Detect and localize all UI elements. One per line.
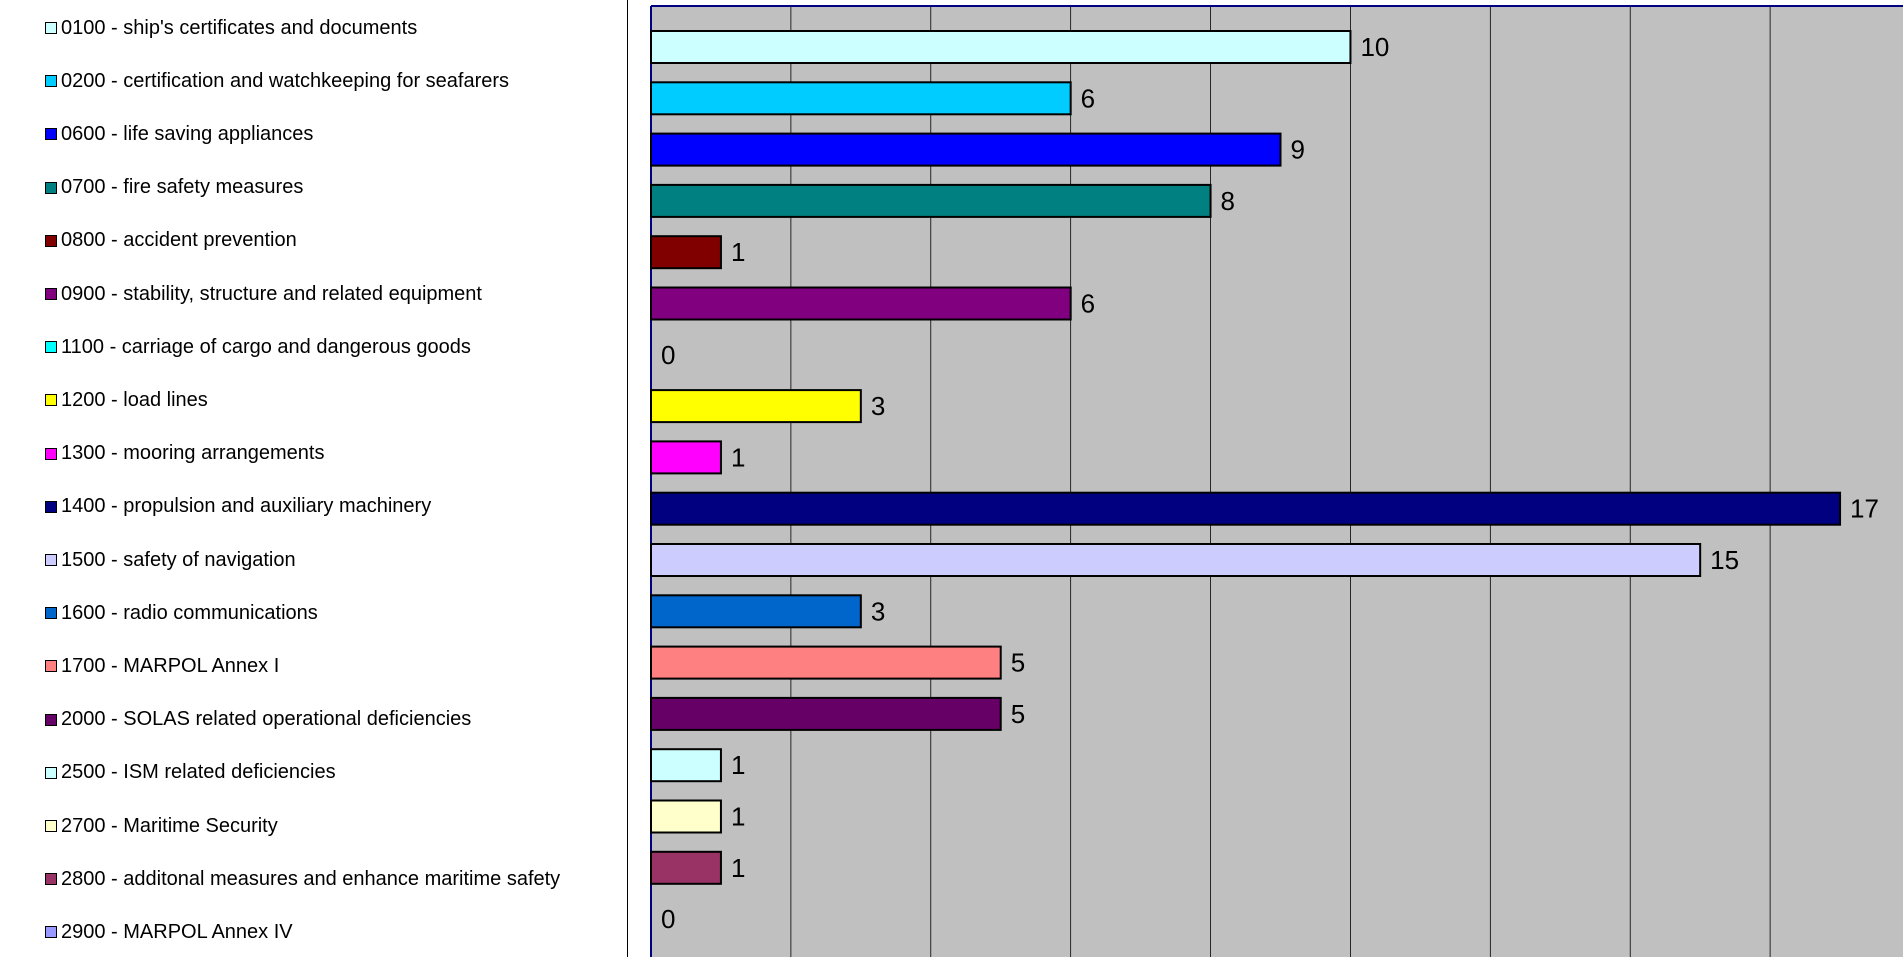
legend-label: 0800 - accident prevention (61, 229, 297, 252)
legend-item: 1600 - radio communications (45, 598, 318, 628)
legend-swatch (45, 607, 57, 620)
legend-label: 2000 - SOLAS related operational deficie… (61, 708, 472, 731)
bar (650, 235, 722, 270)
legend-label: 2800 - additonal measures and enhance ma… (61, 867, 561, 890)
legend-item: 0100 - ship's certificates and documents (45, 13, 417, 43)
legend-swatch (45, 660, 57, 673)
bar (650, 543, 1702, 577)
chart-legend: 0100 - ship's certificates and documents… (0, 0, 628, 957)
bar (650, 491, 1842, 526)
legend-label: 1700 - MARPOL Annex I (61, 654, 280, 677)
bar (650, 645, 1002, 680)
bar-data-label: 1 (731, 237, 745, 267)
legend-item: 0900 - stability, structure and related … (45, 279, 482, 309)
legend-swatch (45, 766, 57, 779)
bar (650, 81, 1072, 116)
legend-label: 1300 - mooring arrangements (61, 442, 325, 465)
legend-item: 0200 - certification and watchkeeping fo… (45, 66, 509, 96)
legend-swatch (45, 75, 57, 88)
legend-item: 2500 - ISM related deficiencies (45, 758, 336, 788)
legend-label: 1600 - radio communications (61, 601, 318, 624)
bar-data-label: 9 (1291, 135, 1305, 165)
legend-item: 1300 - mooring arrangements (45, 439, 324, 469)
bar-data-label: 6 (1081, 83, 1095, 113)
bar-data-label: 10 (1360, 32, 1389, 62)
bar-data-label: 6 (1081, 289, 1095, 319)
legend-label: 0200 - certification and watchkeeping fo… (61, 69, 510, 92)
legend-label: 2500 - ISM related deficiencies (61, 761, 336, 784)
bar (650, 850, 722, 885)
legend-swatch (45, 128, 57, 141)
bar (650, 696, 1002, 731)
legend-item: 1500 - safety of navigation (45, 545, 296, 575)
bar-data-label: 0 (661, 904, 675, 934)
bar-data-label: 0 (661, 340, 675, 370)
bar-data-label: 8 (1221, 186, 1235, 216)
legend-swatch (45, 181, 57, 194)
bar (650, 440, 722, 475)
legend-swatch (45, 554, 57, 566)
legend-item: 1700 - MARPOL Annex I (45, 651, 279, 681)
bar-data-label: 17 (1850, 494, 1879, 524)
legend-item: 2900 - MARPOL Annex IV (45, 917, 293, 947)
legend-swatch (45, 820, 57, 832)
bar-data-label: 5 (1011, 648, 1025, 678)
bar (650, 286, 1072, 321)
legend-swatch (45, 447, 57, 460)
legend-swatch (45, 22, 57, 34)
legend-label: 0700 - fire safety measures (61, 176, 304, 199)
legend-swatch (45, 234, 57, 247)
legend-swatch (45, 288, 57, 300)
bar-data-label: 1 (731, 853, 745, 883)
legend-item: 1100 - carriage of cargo and dangerous g… (45, 332, 471, 362)
bar-data-label: 5 (1011, 699, 1025, 729)
legend-swatch (45, 500, 57, 513)
legend-item: 2700 - Maritime Security (45, 811, 278, 841)
bar (650, 183, 1212, 218)
legend-item: 0800 - accident prevention (45, 226, 297, 256)
bar (650, 30, 1352, 64)
bar-data-label: 1 (731, 750, 745, 780)
bar (650, 799, 722, 834)
legend-item: 0600 - life saving appliances (45, 119, 313, 149)
legend-item: 1200 - load lines (45, 385, 208, 415)
legend-item: 0700 - fire safety measures (45, 173, 303, 203)
legend-label: 1100 - carriage of cargo and dangerous g… (61, 335, 471, 358)
legend-label: 1200 - load lines (61, 388, 208, 411)
legend-swatch (45, 394, 57, 407)
legend-label: 0100 - ship's certificates and documents (61, 16, 418, 39)
bar (650, 132, 1282, 167)
bar-data-label: 1 (731, 442, 745, 472)
legend-label: 0600 - life saving appliances (61, 122, 314, 145)
bar-data-label: 3 (871, 596, 885, 626)
bar-data-label: 1 (731, 802, 745, 832)
bar-data-label: 15 (1710, 545, 1739, 575)
legend-label: 2900 - MARPOL Annex IV (61, 920, 293, 943)
bar (650, 389, 862, 424)
bar (650, 748, 722, 783)
legend-swatch (45, 341, 57, 354)
legend-swatch (45, 873, 57, 886)
bar-data-label: 3 (871, 391, 885, 421)
legend-label: 1500 - safety of navigation (61, 548, 296, 571)
legend-label: 2700 - Maritime Security (61, 814, 278, 837)
legend-item: 2800 - additonal measures and enhance ma… (45, 864, 560, 894)
bar (650, 594, 862, 629)
legend-label: 0900 - stability, structure and related … (61, 282, 482, 305)
legend-swatch (45, 926, 57, 939)
legend-item: 1400 - propulsion and auxiliary machiner… (45, 492, 431, 522)
legend-label: 1400 - propulsion and auxiliary machiner… (61, 495, 432, 518)
legend-swatch (45, 713, 57, 726)
legend-item: 2000 - SOLAS related operational deficie… (45, 705, 471, 735)
